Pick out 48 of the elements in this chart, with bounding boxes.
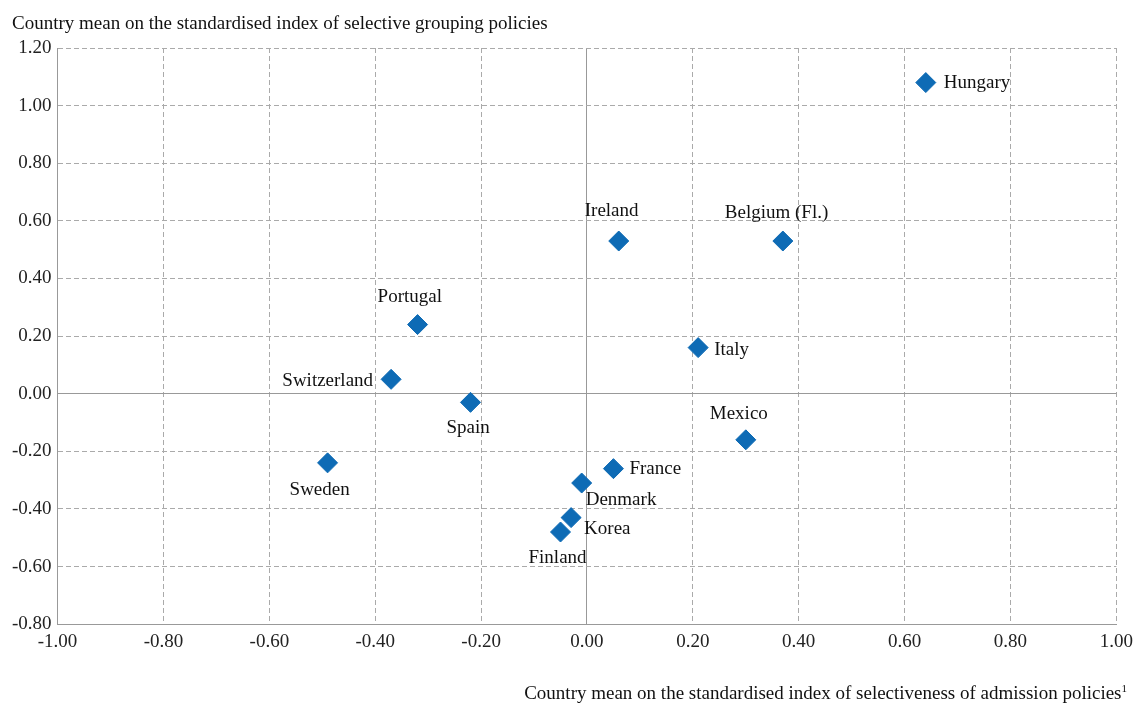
annotation: Spain [446,416,491,438]
x-tick-label: 0.00 [570,629,604,651]
annotation: Korea [584,516,632,538]
point [602,458,624,480]
point [915,72,937,94]
y-tick-label: 0.20 [18,324,52,346]
x-tick-label: -0.20 [461,629,501,651]
y-tick-label: 0.60 [18,208,52,230]
annotation: Finland [528,545,588,567]
y-tick-label: 0.40 [18,266,52,288]
y-tick-label: -0.20 [12,439,52,461]
x-tick-label: 0.80 [993,629,1028,651]
annotation: Switzerland [282,369,374,391]
point [407,314,429,336]
x-tick-label: 0.40 [782,629,816,651]
point [772,230,794,252]
y-tick-label: 0.80 [18,151,52,173]
point [687,337,709,359]
y-tick-label: 0.00 [18,381,52,403]
point [317,452,339,474]
annotation: Italy [714,337,750,359]
x-axis-title: Country mean on the standardised index of selectiveness of admission policies$^{1}$ [524,682,1127,705]
y-tick-label: -0.60 [12,554,52,576]
y-tick-label: -0.40 [12,496,52,518]
point [460,391,482,413]
annotation: Ireland [584,199,640,221]
x-tick-label: 0.60 [887,629,922,651]
point [380,368,402,390]
y-tick-label: 1.20 [18,35,52,57]
annotation: Portugal [377,284,442,306]
point [735,429,757,451]
point [560,507,582,529]
annotation: Hungary [943,70,1011,92]
y-tick-label: 1.00 [18,93,52,115]
x-tick-label: 0.20 [676,629,710,651]
x-tick-label: -0.60 [249,629,290,651]
x-tick-label: 1.00 [1099,629,1133,651]
annotation: France [629,456,682,478]
y-axis-title: Country mean on the standardised index of selective grouping policies [12,12,548,34]
annotation: Sweden [289,477,351,499]
x-tick-label: -0.40 [355,629,396,651]
annotation: Mexico [709,401,768,423]
annotation: Belgium (Fl.) [724,201,829,224]
point [571,472,593,494]
x-tick-label: -0.80 [143,629,184,651]
point [550,521,572,543]
annotation: Denmark [585,488,657,510]
point [608,230,630,252]
